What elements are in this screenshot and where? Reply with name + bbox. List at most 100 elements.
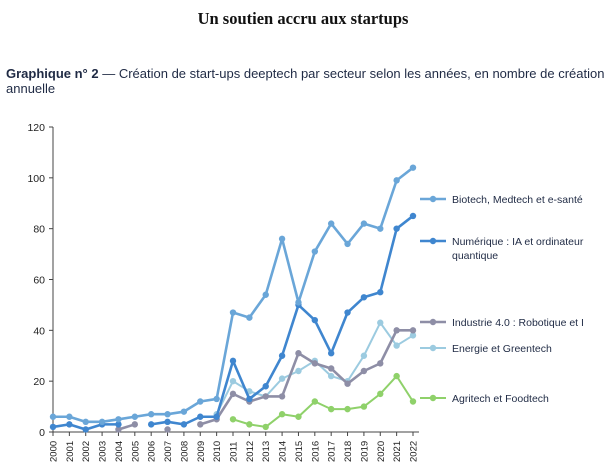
legend-swatch-marker [429, 195, 437, 203]
x-tick-label: 2021 [392, 441, 403, 462]
x-tick-label: 2004 [114, 441, 125, 462]
data-point [311, 360, 319, 367]
data-point [262, 423, 269, 431]
data-point [344, 405, 351, 413]
legend-swatch-marker [429, 344, 437, 352]
data-point [180, 421, 188, 428]
data-point [246, 314, 253, 321]
series-5 [229, 372, 417, 431]
data-point [246, 395, 253, 403]
x-tick-label: 2000 [49, 441, 60, 462]
data-point [197, 421, 204, 428]
legend-label: Energie et Greentech [452, 343, 552, 355]
y-tick-label: 40 [33, 325, 45, 337]
data-point [409, 164, 417, 171]
data-point [295, 299, 302, 306]
y-tick-label: 60 [33, 275, 45, 287]
data-point [360, 403, 368, 410]
data-point [360, 367, 368, 375]
chart-axes: 0 20 40 60 80 100 120 2000 2001 2002 2003 2004 2005 2… [27, 122, 419, 462]
data-point [180, 408, 188, 415]
x-tick-label: 2010 [212, 441, 223, 462]
data-point [393, 342, 400, 349]
data-point [229, 357, 237, 365]
series-line [232, 375, 414, 428]
data-point [393, 327, 400, 334]
series-2 [49, 212, 417, 433]
x-tick-label: 2001 [65, 441, 76, 462]
x-tick-label: 2022 [409, 441, 420, 462]
x-tick-label: 2009 [196, 441, 207, 462]
data-point [164, 411, 171, 418]
data-point [115, 421, 122, 428]
y-tick-label: 120 [27, 122, 45, 134]
data-point [377, 289, 384, 296]
y-tick-label: 100 [27, 173, 45, 185]
data-point [295, 413, 302, 420]
data-point [377, 319, 384, 326]
y-tick-label: 20 [33, 376, 45, 388]
data-point [278, 352, 286, 359]
x-tick-label: 2005 [130, 441, 141, 462]
legend-swatch-marker [429, 318, 437, 326]
data-point [344, 309, 351, 316]
data-point [66, 413, 73, 420]
data-point [295, 367, 302, 375]
data-point [98, 418, 106, 426]
data-point [311, 316, 319, 324]
legend-swatch-marker [429, 394, 437, 402]
legend-label: Industrie 4.0 : Robotique et I [452, 317, 584, 329]
data-point [82, 426, 89, 433]
data-point [262, 393, 269, 400]
x-tick-label: 2006 [147, 441, 158, 462]
data-point [82, 418, 89, 426]
legend-label: Agritech et Foodtech [452, 393, 549, 405]
data-point [229, 390, 237, 398]
data-point [393, 225, 400, 232]
data-point [197, 398, 204, 405]
data-point [66, 421, 73, 428]
chart-number: Graphique n° 2 [6, 66, 99, 81]
x-tick-label: 2012 [245, 441, 256, 462]
data-point [213, 413, 220, 420]
x-tick-label: 2013 [261, 441, 272, 462]
data-point [327, 405, 335, 413]
data-point [131, 413, 139, 420]
legend-label: Numérique : IA et ordinateur [452, 236, 584, 248]
data-point [311, 248, 319, 255]
x-tick-label: 2008 [179, 441, 190, 462]
data-point [327, 365, 335, 372]
data-point [360, 352, 368, 359]
data-point [360, 220, 368, 227]
x-tick-label: 2020 [376, 441, 387, 462]
data-point [197, 413, 204, 420]
x-tick-label: 2019 [359, 441, 370, 462]
data-point [311, 398, 319, 405]
data-point [409, 398, 417, 405]
series-layer [49, 164, 417, 433]
x-tick-label: 2011 [229, 442, 240, 462]
x-tick-label: 2017 [327, 441, 338, 462]
data-point [262, 291, 269, 298]
data-point [377, 390, 384, 398]
x-tick-label: 2016 [310, 441, 321, 462]
legend-label-line2: quantique [452, 250, 498, 262]
data-point [377, 360, 384, 367]
legend-item-1: Biotech, Medtech et e-santé [420, 194, 583, 206]
data-point [295, 350, 302, 357]
data-point [360, 294, 368, 301]
data-point [344, 240, 351, 248]
chart-caption: — Création de start-ups deeptech par sec… [6, 66, 605, 96]
x-tick-label: 2007 [163, 441, 174, 462]
document-title: Un soutien accru aux startups [197, 9, 409, 28]
data-point [229, 309, 237, 316]
data-point [164, 418, 171, 426]
data-point [213, 395, 220, 403]
legend-swatch-marker [429, 237, 437, 245]
legend-item-5: Agritech et Foodtech [420, 393, 549, 405]
data-point [327, 372, 335, 380]
data-point [278, 235, 286, 243]
data-point [49, 413, 57, 420]
data-point [229, 377, 237, 385]
